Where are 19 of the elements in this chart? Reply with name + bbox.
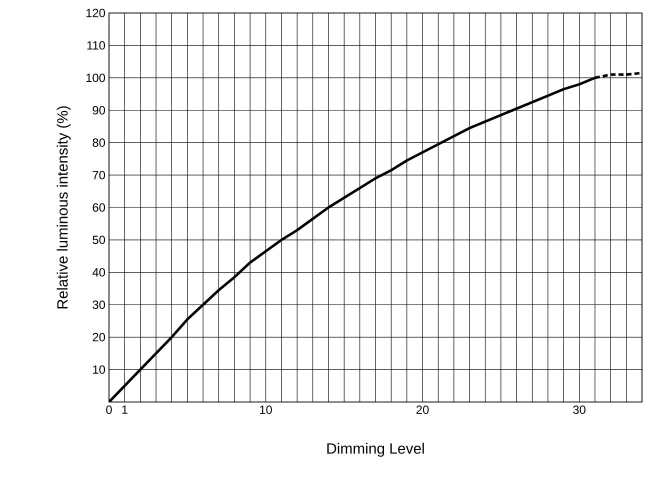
- x-tick-label: 20: [416, 406, 429, 414]
- y-tick-label: 60: [92, 203, 106, 212]
- y-tick-label: 40: [92, 268, 106, 277]
- y-tick-label: 110: [87, 41, 106, 50]
- x-axis-title: Dimming Level: [327, 442, 424, 457]
- y-tick-label: 70: [92, 170, 106, 180]
- x-tick-label: 0: [106, 406, 112, 414]
- x-tick-label: 10: [260, 406, 272, 414]
- y-tick-label: 90: [92, 106, 106, 114]
- y-axis-title: Relative luminous intensity (%): [56, 106, 71, 308]
- y-tick-label: 80: [92, 138, 106, 147]
- y-tick-label: 10: [93, 365, 106, 374]
- x-tick-label: 30: [573, 406, 586, 414]
- y-tick-label: 20: [92, 332, 106, 342]
- y-tick-label: 30: [92, 300, 106, 309]
- y-tick-label: 120: [86, 8, 106, 18]
- y-tick-label: 100: [86, 74, 106, 82]
- y-tick-label: 50: [92, 236, 106, 244]
- x-tick-label: 1: [122, 406, 128, 414]
